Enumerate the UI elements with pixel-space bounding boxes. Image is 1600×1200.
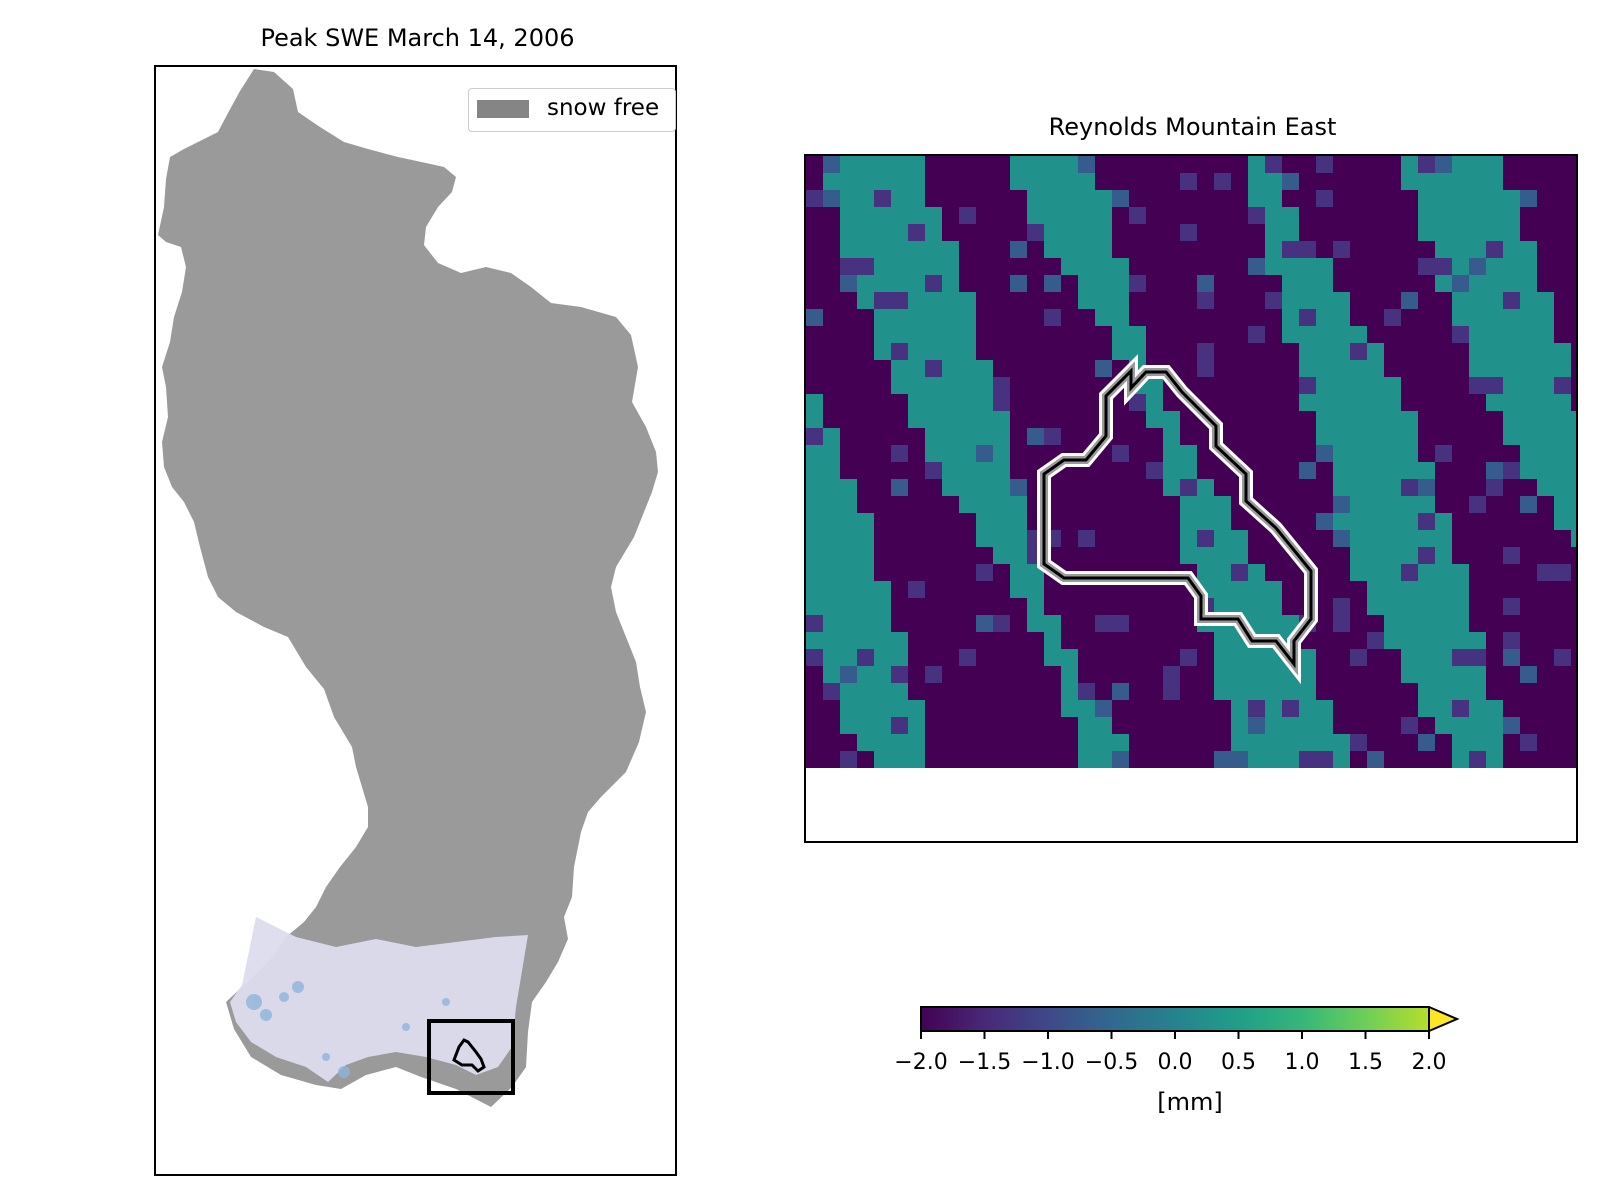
colorbar-tick-label: 2.0 [1411,1050,1447,1075]
snow-depth-patches [246,981,450,1078]
basin-map-panel [154,65,677,1176]
snow-covered-region [230,917,528,1082]
colorbar-tick-label: −0.5 [1084,1050,1139,1075]
colorbar-gradient [920,1006,1430,1032]
colorbar-tick-label: −1.5 [957,1050,1012,1075]
catchment-outline-small [452,1038,486,1073]
colorbar-tick-label: −2.0 [894,1050,948,1075]
basin-map [158,69,658,1107]
colorbar-tick-label: 1.0 [1284,1050,1320,1075]
catchment-raster [806,156,1576,768]
map-legend: snow free [468,88,676,132]
right-map-title: Reynolds Mountain East [1048,113,1337,141]
legend-label-snow-free: snow free [547,95,660,121]
catchment-boundary [1037,354,1318,685]
colorbar-tick-label: 0.0 [1157,1050,1193,1075]
left-map-title: Peak SWE March 14, 2006 [260,24,575,52]
colorbar-extend-max-arrow [1428,1006,1460,1033]
colorbar [920,1006,1460,1039]
colorbar-tick-label: −1.0 [1021,1050,1075,1075]
catchment-map-panel [804,154,1578,843]
colorbar-label: [mm] [1157,1088,1223,1116]
snow-free-basin-area [158,69,658,1107]
colorbar-tick-label: 0.5 [1221,1050,1256,1075]
study-area-inset-box [427,1019,515,1095]
snow-free-swatch [477,100,529,118]
colorbar-tick-label: 1.5 [1348,1050,1383,1075]
swe-difference-raster [806,156,1576,768]
colorbar-ticks [920,1031,1430,1039]
